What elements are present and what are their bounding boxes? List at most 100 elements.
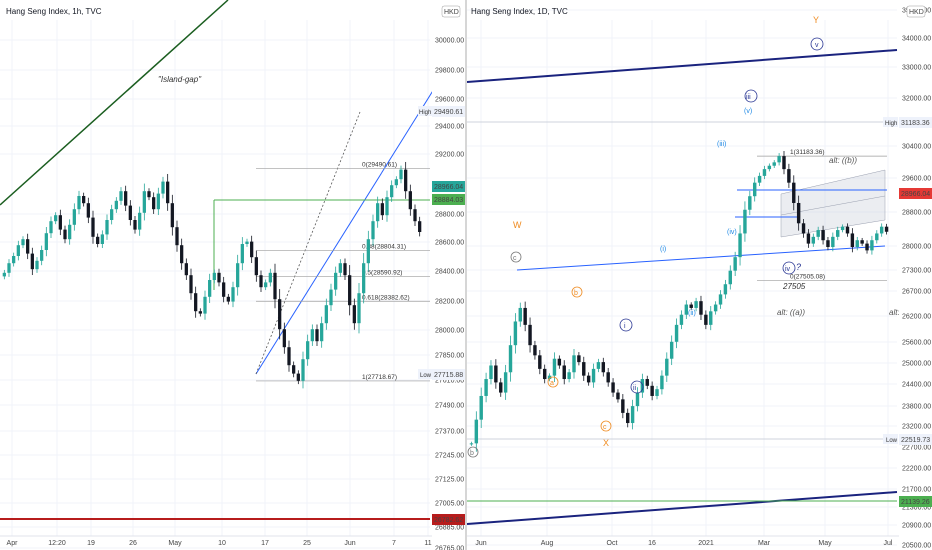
candle-body	[100, 234, 104, 244]
time-tick-label[interactable]: 10	[218, 540, 226, 547]
time-tick-label[interactable]: May	[168, 540, 182, 547]
candle-body	[762, 169, 767, 176]
time-tick-label[interactable]: 17	[261, 540, 269, 547]
price-tick-label: 25600.00	[902, 340, 931, 347]
candle-body	[7, 263, 11, 273]
uptrend-line[interactable]	[255, 88, 435, 375]
wave-v-label: v	[815, 42, 819, 49]
price-tick-label: 26885.00	[435, 525, 464, 532]
candle-body	[133, 220, 137, 230]
lower-channel-line[interactable]	[467, 491, 898, 525]
time-tick-label[interactable]: 16	[648, 540, 656, 547]
time-tick-label[interactable]: Oct	[607, 540, 618, 547]
candle-body	[772, 162, 776, 166]
time-tick-label[interactable]: 19	[87, 540, 95, 547]
high-price-value: 29490.61	[434, 109, 463, 116]
triangle-channel[interactable]	[780, 169, 886, 238]
daily-candlestick-chart[interactable]: 1(31183.36) 0(27505.08) Hang Seng Index, …	[467, 0, 932, 550]
time-axis-labels[interactable]: Jun Aug Oct 16 2021 Mar May Jul	[475, 540, 893, 547]
candle-body	[718, 294, 723, 305]
time-tick-label[interactable]: Apr	[7, 540, 19, 547]
level-27505-label: 27505	[782, 282, 806, 291]
candle-body	[836, 230, 840, 237]
wave-ii-circle	[630, 380, 644, 394]
pane-divider[interactable]	[465, 0, 467, 550]
wave-paren-iv: (iv)	[727, 229, 737, 236]
candle-body	[287, 347, 291, 366]
candle-body	[582, 362, 586, 376]
candle-body	[577, 355, 581, 363]
candle-body	[114, 200, 118, 210]
time-tick-label[interactable]: Jul	[884, 540, 893, 547]
alt-cut-annotation: alt:	[889, 308, 900, 317]
price-tick-label: 27490.00	[435, 403, 464, 410]
candle-body	[875, 233, 879, 241]
time-axis-labels[interactable]: Apr 12:20 19 26 May 10 17 25 Jun 7 11	[7, 540, 432, 547]
wave-paren-v: (v)	[744, 108, 752, 115]
candle-body	[601, 362, 606, 373]
left-chart-panel[interactable]: 0(29490.61) 0.38(28804.31) 0.5(28590.92) 0.…	[0, 0, 465, 550]
price-tick-label: 22700.00	[902, 445, 931, 452]
candle-body	[806, 233, 811, 244]
candle-body	[484, 379, 488, 396]
candle-body	[777, 156, 781, 163]
wave-c-grey-circle	[510, 251, 522, 263]
fib-levels[interactable]: 1(31183.36) 0(27505.08)	[757, 149, 887, 282]
high-price-value: 31183.36	[901, 120, 930, 127]
currency-badge[interactable]	[441, 5, 461, 18]
candle-body	[694, 301, 698, 308]
hourly-candlestick-chart[interactable]: 0(29490.61) 0.38(28804.31) 0.5(28590.92) 0.…	[0, 0, 465, 550]
time-tick-label[interactable]: 12:20	[48, 540, 66, 547]
time-tick-label[interactable]: 2021	[698, 540, 714, 547]
candle-body	[254, 257, 258, 276]
candle-body	[124, 191, 128, 206]
right-chart-panel[interactable]: 1(31183.36) 0(27505.08) Hang Seng Index, …	[467, 0, 932, 550]
candle-body	[348, 275, 352, 306]
candle-body	[147, 191, 151, 198]
time-tick-label[interactable]: Jun	[475, 540, 486, 547]
low-tag-label: Low	[420, 373, 432, 379]
candle-body	[217, 272, 221, 283]
candle-body	[557, 358, 562, 366]
candle-body	[542, 368, 547, 380]
candle-body	[679, 314, 684, 325]
currency-label: HKD	[444, 9, 459, 16]
candle-body	[669, 341, 674, 359]
candle-body	[767, 165, 772, 170]
time-tick-label[interactable]: 26	[129, 540, 137, 547]
fib-level-label: 0(27505.08)	[790, 274, 825, 281]
candle-body	[63, 229, 67, 240]
price-axis[interactable]	[432, 0, 465, 550]
level-price-value: 26782.62	[434, 517, 463, 524]
candle-body	[142, 191, 146, 213]
price-tick-label: 25000.00	[902, 361, 931, 368]
time-tick-label[interactable]: May	[818, 540, 832, 547]
candle-body	[508, 345, 513, 373]
grid-lines	[467, 9, 897, 546]
candle-body	[352, 305, 356, 324]
low-price-tag	[899, 434, 932, 445]
price-tick-label: 27850.00	[435, 353, 464, 360]
currency-badge[interactable]	[906, 5, 926, 18]
time-tick-label[interactable]: 11	[424, 540, 431, 547]
time-tick-label[interactable]: 7	[392, 540, 396, 547]
upper-channel-line[interactable]	[467, 49, 898, 83]
price-tick-label: 23200.00	[902, 424, 931, 431]
candle-body	[699, 301, 703, 315]
time-tick-label[interactable]: 25	[303, 540, 311, 547]
time-tick-label[interactable]: Aug	[541, 540, 554, 547]
candle-body	[404, 169, 408, 192]
time-tick-label[interactable]: Mar	[758, 540, 771, 547]
previous-price-tag	[432, 194, 465, 205]
candle-body	[40, 250, 44, 261]
price-axis[interactable]	[899, 0, 932, 550]
wave-b-label: b	[574, 290, 578, 297]
time-tick-label[interactable]: Jun	[344, 540, 355, 547]
wave-trend-line[interactable]	[516, 245, 886, 271]
candle-body	[310, 329, 314, 342]
candle-body	[399, 169, 403, 180]
candle-body	[845, 226, 850, 234]
price-tick-label: 27125.00	[435, 477, 464, 484]
wave-b-grey-circle	[467, 446, 479, 458]
long-trend-line[interactable]	[0, 0, 229, 206]
